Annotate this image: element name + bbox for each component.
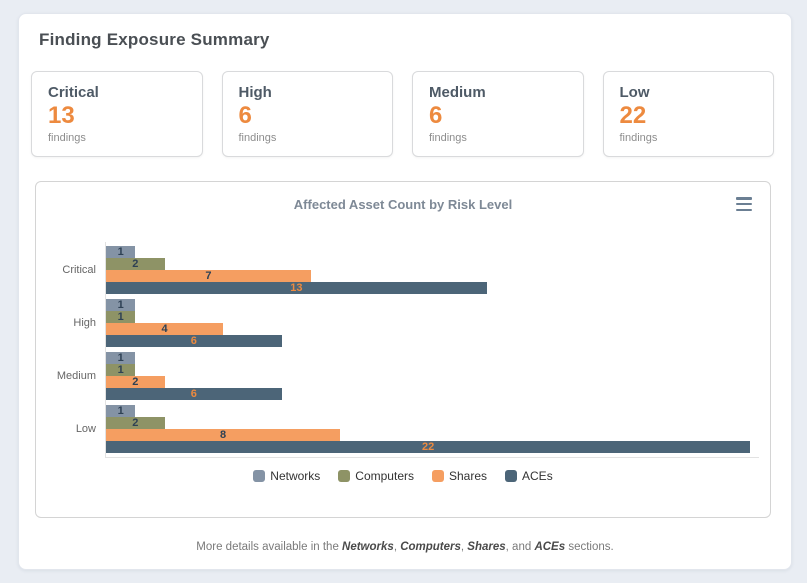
- legend-label: Networks: [270, 469, 321, 483]
- summary-card-unit: findings: [619, 131, 658, 144]
- summary-card-unit: findings: [429, 131, 467, 144]
- summary-cards-row: Critical 13 findings High 6 findings Med…: [31, 71, 774, 157]
- footer-section-computers: Computers: [400, 541, 461, 553]
- bar-computers-high[interactable]: 1: [106, 311, 136, 323]
- legend-item-aces[interactable]: ACEs: [505, 469, 553, 483]
- legend-item-shares[interactable]: Shares: [431, 469, 488, 483]
- summary-card-count: 6: [238, 102, 252, 129]
- footer-section-networks: Networks: [342, 541, 394, 553]
- footer-section-shares: Shares: [467, 541, 506, 553]
- summary-card-label: Medium: [429, 84, 486, 101]
- summary-card-label: Critical: [48, 84, 99, 101]
- category-label-high: High: [73, 317, 96, 329]
- bar-aces-high[interactable]: 6: [106, 335, 282, 347]
- finding-exposure-summary-panel: Finding Exposure Summary Critical 13 fin…: [18, 13, 792, 570]
- page-title: Finding Exposure Summary: [39, 30, 270, 49]
- footer-text: sections.: [565, 541, 614, 553]
- bar-computers-low[interactable]: 2: [106, 417, 165, 429]
- summary-card-unit: findings: [48, 131, 86, 144]
- bar-group-low: Low 1 2 8 22: [76, 405, 759, 453]
- bar-networks-medium[interactable]: 1: [106, 352, 136, 364]
- bar-aces-critical[interactable]: 13: [106, 282, 487, 294]
- bar-computers-medium[interactable]: 1: [106, 364, 136, 376]
- footer-separator: , and: [505, 541, 535, 553]
- legend-swatch-icon: [505, 470, 518, 482]
- summary-card-label: Low: [619, 84, 650, 101]
- summary-card-count: 13: [48, 102, 75, 129]
- hamburger-line: [736, 202, 752, 206]
- bar-networks-critical[interactable]: 1: [106, 246, 136, 258]
- legend-label: Computers: [355, 469, 414, 483]
- bar-networks-high[interactable]: 1: [106, 299, 136, 311]
- bar-shares-low[interactable]: 8: [106, 429, 341, 441]
- affected-asset-chart-card: Affected Asset Count by Risk Level Criti…: [35, 181, 771, 518]
- hamburger-line: [736, 208, 752, 211]
- summary-card-critical: Critical 13 findings: [31, 71, 203, 157]
- legend-swatch-icon: [338, 470, 351, 482]
- bar-shares-medium[interactable]: 2: [106, 376, 165, 388]
- bar-aces-medium[interactable]: 6: [106, 388, 282, 400]
- summary-card-label: High: [238, 84, 272, 101]
- bar-aces-low[interactable]: 22: [106, 441, 751, 453]
- legend-swatch-icon: [253, 470, 266, 482]
- category-label-critical: Critical: [62, 264, 96, 276]
- hamburger-line: [736, 197, 752, 200]
- plot-area: Critical 1 2 7 13 High 1 1 4 6 Medium 1 1 2 6 Low 1 2 8 22: [57, 242, 759, 458]
- legend-item-computers[interactable]: Computers: [338, 469, 414, 483]
- summary-card-medium: Medium 6 findings: [412, 71, 584, 157]
- bar-group-high: High 1 1 4 6: [73, 299, 759, 347]
- summary-card-high: High 6 findings: [221, 71, 393, 157]
- chart-title: Affected Asset Count by Risk Level: [293, 197, 513, 212]
- footer-section-aces: ACEs: [534, 541, 566, 553]
- summary-card-count: 6: [429, 102, 443, 129]
- hamburger-menu-icon[interactable]: [734, 196, 754, 212]
- chart-legend: Networks Computers Shares ACEs: [36, 469, 770, 483]
- summary-card-count: 22: [619, 102, 647, 129]
- bar-computers-critical[interactable]: 2: [106, 258, 165, 270]
- footer-separator: ,: [393, 541, 401, 553]
- bar-group-critical: Critical 1 2 7 13: [62, 246, 759, 294]
- category-label-low: Low: [75, 423, 96, 435]
- footer-text: More details available in the: [196, 541, 343, 553]
- legend-label: Shares: [448, 469, 488, 483]
- footer-note: More details available in the Networks , …: [19, 541, 791, 553]
- bar-networks-low[interactable]: 1: [106, 405, 136, 417]
- bar-shares-critical[interactable]: 7: [106, 270, 311, 282]
- summary-card-unit: findings: [238, 131, 277, 144]
- legend-label: ACEs: [522, 469, 553, 483]
- footer-separator: ,: [460, 541, 468, 553]
- legend-swatch-icon: [431, 470, 444, 482]
- bar-group-medium: Medium 1 1 2 6: [57, 352, 759, 400]
- summary-card-low: Low 22 findings: [602, 71, 774, 157]
- legend-item-networks[interactable]: Networks: [253, 469, 320, 483]
- bar-shares-high[interactable]: 4: [106, 323, 224, 335]
- category-label-medium: Medium: [56, 370, 96, 382]
